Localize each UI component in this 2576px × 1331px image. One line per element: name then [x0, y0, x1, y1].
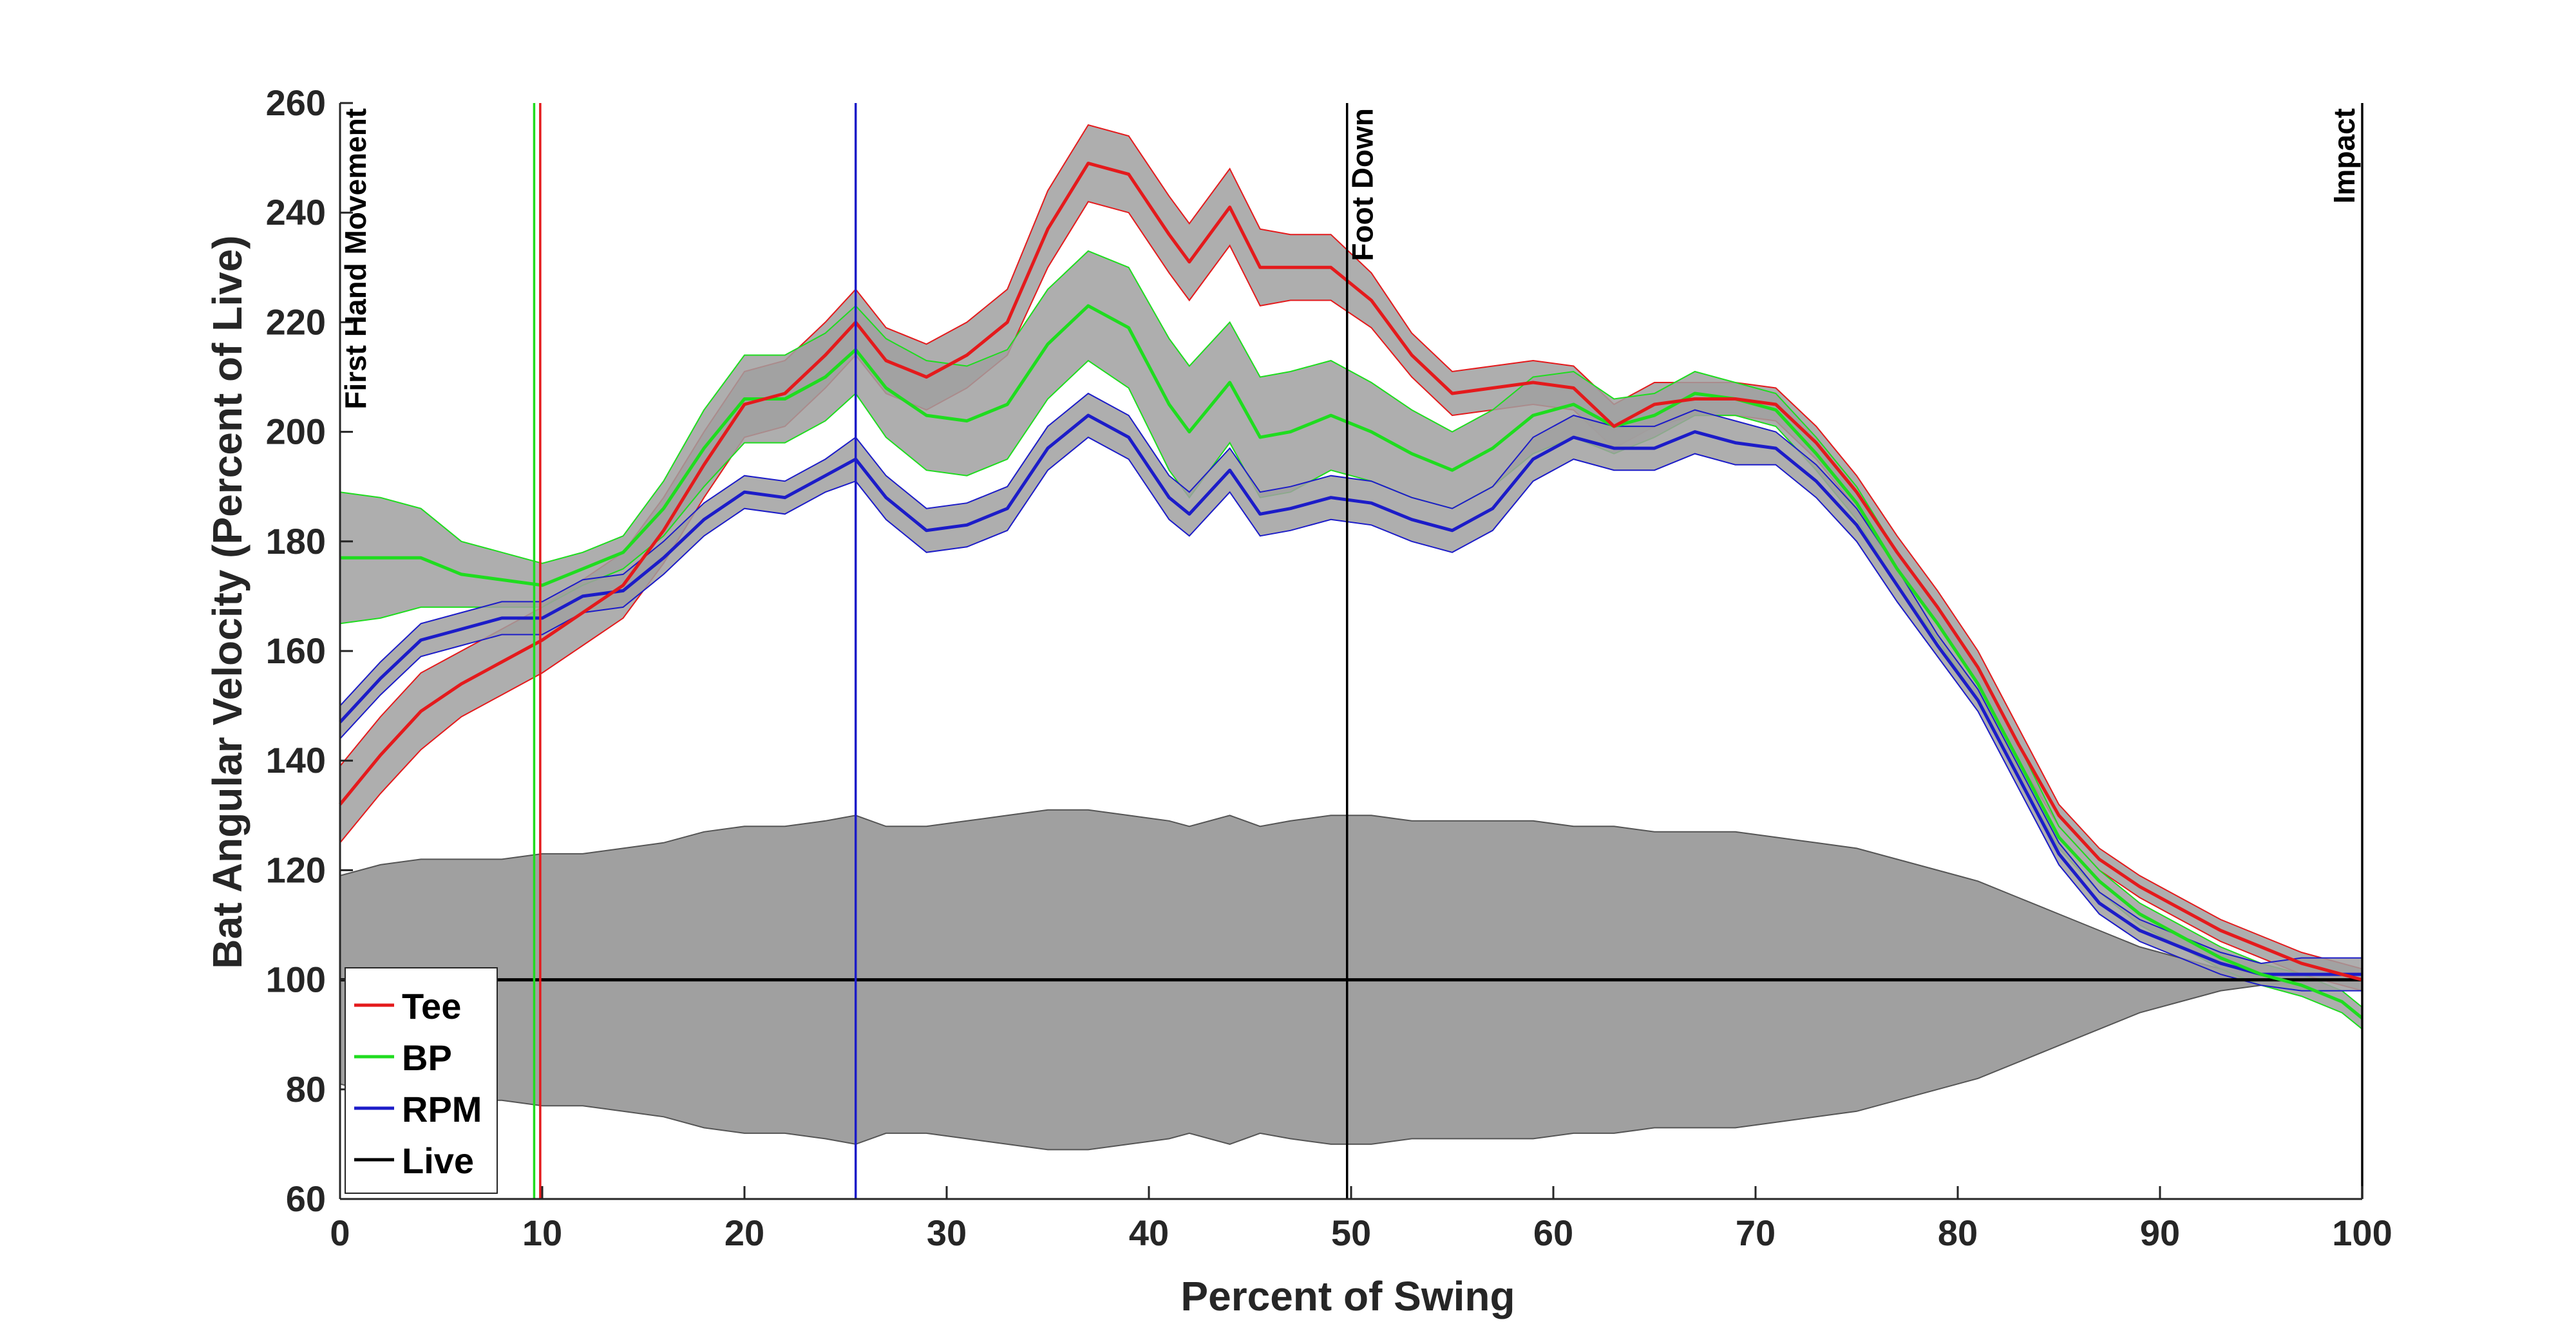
y-tick-label: 100: [266, 959, 326, 1000]
x-tick-label: 60: [1533, 1213, 1573, 1253]
line-tee: [339, 162, 2363, 982]
y-tick-label: 260: [266, 82, 326, 123]
x-tick-label: 20: [724, 1213, 764, 1253]
x-tick-label: 100: [2332, 1213, 2392, 1253]
y-tick-label: 120: [266, 849, 326, 890]
y-axis-label: Bat Angular Velocity (Percent of Live): [204, 235, 251, 968]
y-tick-label: 180: [266, 521, 326, 562]
event-lines: [533, 103, 2363, 1199]
y-tick-label: 160: [266, 630, 326, 671]
x-tick-label: 70: [1736, 1213, 1776, 1253]
event-label-foot-down: Foot Down: [1346, 108, 1379, 261]
x-tick-label: 0: [330, 1213, 350, 1253]
event-labels: First Hand Movement Foot Down Impact: [339, 108, 2361, 410]
y-tick-label: 80: [286, 1069, 326, 1109]
mean-lines: [339, 162, 2363, 1020]
x-tick-label: 10: [522, 1213, 562, 1253]
x-tick-label: 80: [1938, 1213, 1978, 1253]
line-bp: [340, 304, 2363, 1020]
legend-label-rpm: RPM: [402, 1089, 482, 1129]
legend: Tee BP RPM Live: [345, 967, 498, 1194]
legend-label-tee: Tee: [402, 986, 461, 1026]
event-label-impact: Impact: [2327, 108, 2361, 203]
sd-bands: [339, 124, 2363, 1151]
x-axis-label: Percent of Swing: [1180, 1273, 1515, 1319]
legend-label-bp: BP: [402, 1037, 452, 1078]
x-tick-label: 30: [927, 1213, 967, 1253]
line-rpm: [339, 413, 2362, 976]
y-tick-label: 140: [266, 740, 326, 780]
x-tick-label: 40: [1129, 1213, 1169, 1253]
y-tick-label: 60: [286, 1178, 326, 1219]
x-tick-label: 90: [2140, 1213, 2180, 1253]
x-tick-label: 50: [1331, 1213, 1371, 1253]
legend-label-live: Live: [402, 1140, 474, 1181]
y-tick-label: 240: [266, 192, 326, 232]
axes: 0 10 20 30 40 50 60 70 80 90 100 60 80 100 120 140 160 18…: [266, 82, 2392, 1253]
event-label-first-hand-movement: First Hand Movement: [339, 108, 372, 410]
y-tick-label: 220: [266, 301, 326, 342]
y-tick-label: 200: [266, 411, 326, 452]
